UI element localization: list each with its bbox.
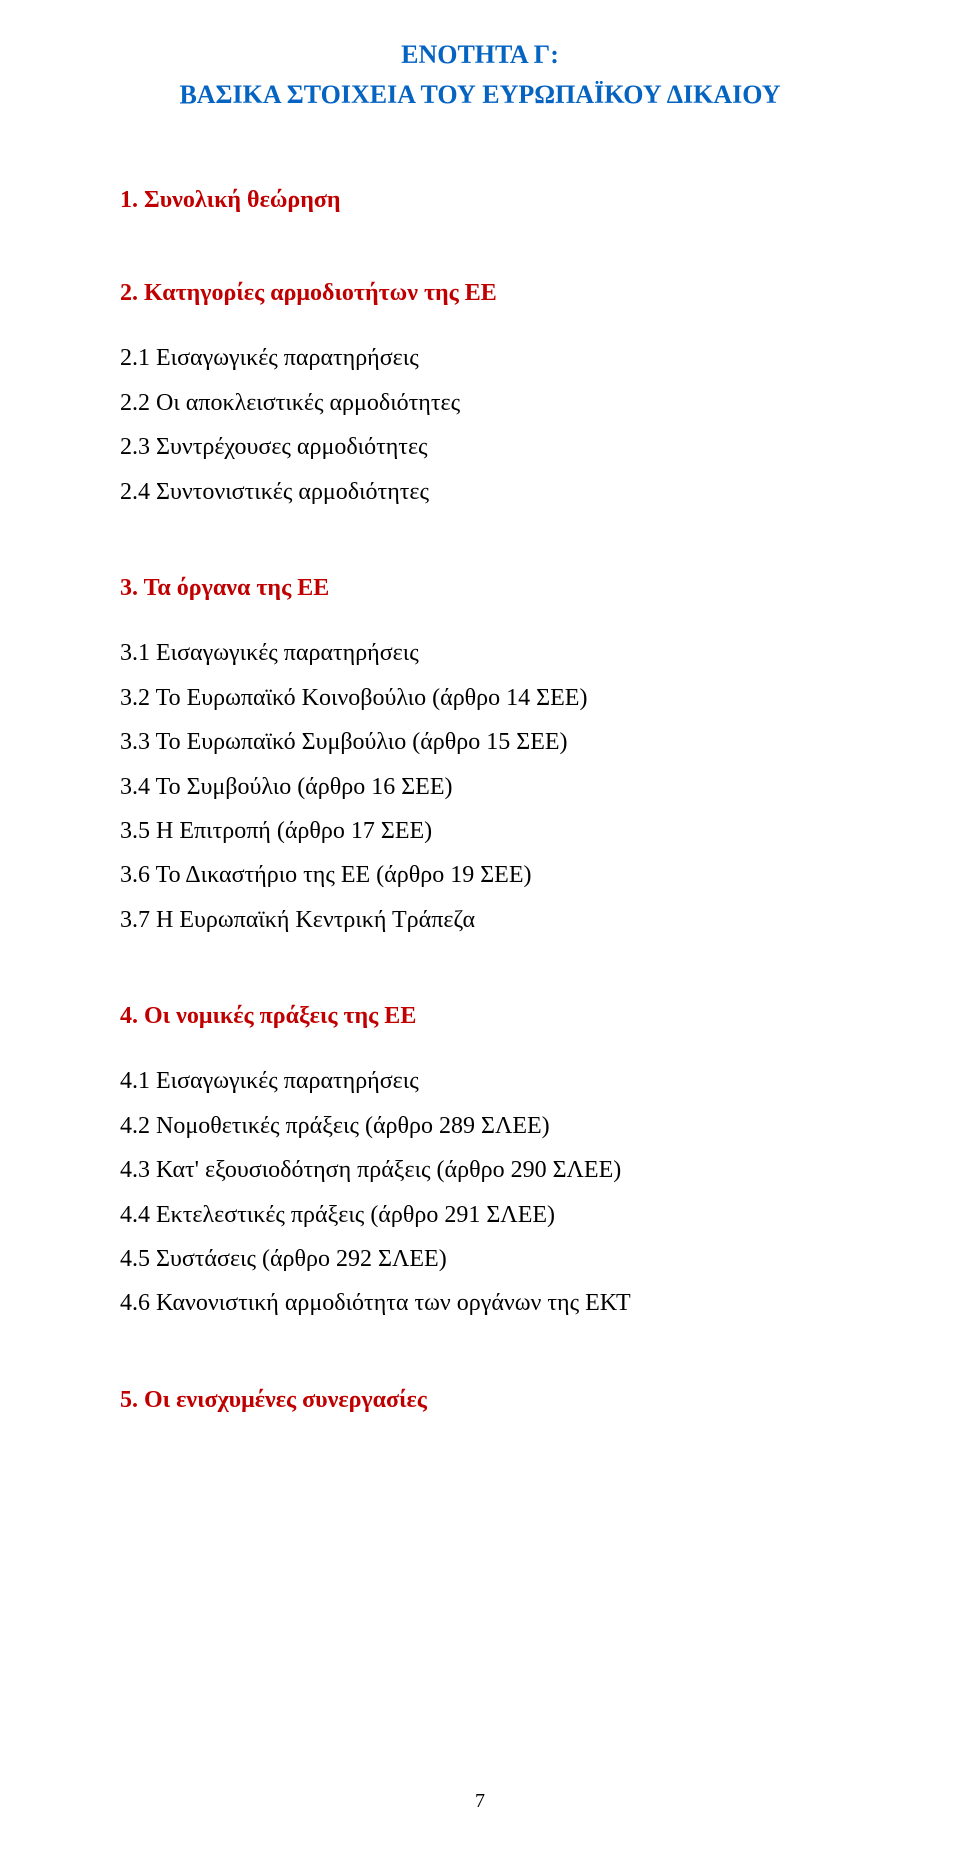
- toc-item: 4.3 Κατ' εξουσιοδότηση πράξεις (άρθρο 29…: [120, 1148, 840, 1192]
- section-head: 2. Κατηγορίες αρμοδιοτήτων της ΕΕ: [120, 274, 840, 312]
- toc-item: 4.1 Εισαγωγικές παρατηρήσεις: [120, 1059, 840, 1103]
- document-page: ΕΝΟΤΗΤΑ Γ: ΒΑΣΙΚΑ ΣΤΟΙΧΕΙΑ ΤΟΥ ΕΥΡΩΠΑΪΚΟ…: [0, 0, 960, 1863]
- section-head: 5. Οι ενισχυμένες συνεργασίες: [120, 1381, 840, 1419]
- toc-item: 2.3 Συντρέχουσες αρμοδιότητες: [120, 425, 840, 469]
- title-line-1: ΕΝΟΤΗΤΑ Γ:: [120, 35, 840, 75]
- toc-item: 4.6 Κανονιστική αρμοδιότητα των οργάνων …: [120, 1281, 840, 1325]
- section-head: 3. Τα όργανα της ΕΕ: [120, 569, 840, 607]
- toc-item: 3.2 Το Ευρωπαϊκό Κοινοβούλιο (άρθρο 14 Σ…: [120, 676, 840, 720]
- toc-item: 3.5 Η Επιτροπή (άρθρο 17 ΣΕΕ): [120, 809, 840, 853]
- section-head: 4. Οι νομικές πράξεις της ΕΕ: [120, 997, 840, 1035]
- toc-item: 3.6 Το Δικαστήριο της ΕΕ (άρθρο 19 ΣΕΕ): [120, 853, 840, 897]
- toc-item: 2.4 Συντονιστικές αρμοδιότητες: [120, 470, 840, 514]
- title-block: ΕΝΟΤΗΤΑ Γ: ΒΑΣΙΚΑ ΣΤΟΙΧΕΙΑ ΤΟΥ ΕΥΡΩΠΑΪΚΟ…: [120, 35, 840, 116]
- toc-item: 2.2 Οι αποκλειστικές αρμοδιότητες: [120, 381, 840, 425]
- toc-item: 3.4 Το Συμβούλιο (άρθρο 16 ΣΕΕ): [120, 765, 840, 809]
- toc-item: 3.7 Η Ευρωπαϊκή Κεντρική Τράπεζα: [120, 898, 840, 942]
- toc-item: 2.1 Εισαγωγικές παρατηρήσεις: [120, 336, 840, 380]
- toc-item: 4.2 Νομοθετικές πράξεις (άρθρο 289 ΣΛΕΕ): [120, 1104, 840, 1148]
- toc-item: 4.5 Συστάσεις (άρθρο 292 ΣΛΕΕ): [120, 1237, 840, 1281]
- toc-item: 4.4 Εκτελεστικές πράξεις (άρθρο 291 ΣΛΕΕ…: [120, 1193, 840, 1237]
- toc-item: 3.3 Το Ευρωπαϊκό Συμβούλιο (άρθρο 15 ΣΕΕ…: [120, 720, 840, 764]
- title-line-2: ΒΑΣΙΚΑ ΣΤΟΙΧΕΙΑ ΤΟΥ ΕΥΡΩΠΑΪΚΟΥ ΔΙΚΑΙΟΥ: [120, 75, 840, 115]
- section-head: 1. Συνολική θεώρηση: [120, 181, 840, 219]
- page-number: 7: [0, 1790, 960, 1813]
- toc-item: 3.1 Εισαγωγικές παρατηρήσεις: [120, 631, 840, 675]
